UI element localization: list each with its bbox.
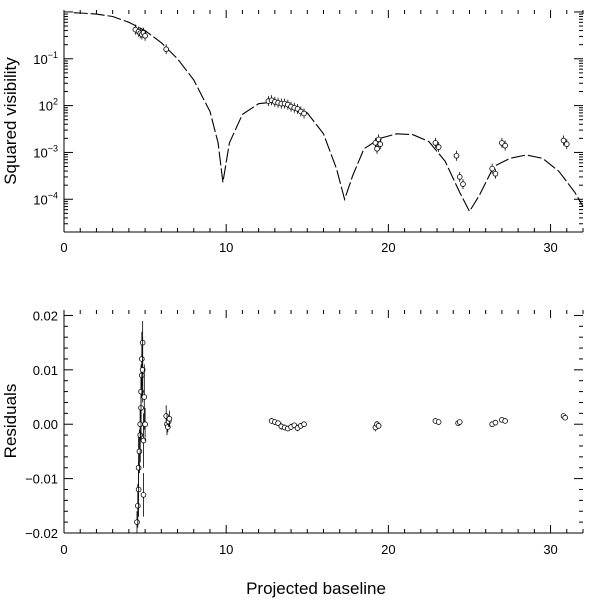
residual-point bbox=[139, 367, 146, 373]
residuals-ticks bbox=[63, 310, 584, 534]
y-tick-label: −0.02 bbox=[25, 526, 58, 541]
residual-point bbox=[502, 418, 508, 424]
data-point bbox=[492, 170, 499, 177]
y-tick-label: 0.01 bbox=[33, 363, 58, 378]
residual-point bbox=[301, 421, 307, 428]
residual-point bbox=[375, 423, 382, 429]
data-point bbox=[432, 140, 439, 146]
data-point bbox=[560, 137, 567, 144]
residuals-data-points bbox=[134, 320, 568, 533]
x-tick-label: 20 bbox=[381, 240, 395, 255]
y-tick-label: 0.02 bbox=[33, 308, 58, 323]
y-tick-label: 10−3 bbox=[33, 143, 58, 160]
y-tick-label: 10−4 bbox=[33, 190, 58, 207]
visibility-tick-labels: 0 10 20 30 10−1 102 10−3 10−4 bbox=[33, 50, 558, 255]
residual-point bbox=[140, 492, 147, 498]
residuals-y-axis-label: Residuals bbox=[1, 384, 20, 459]
x-tick-label: 20 bbox=[381, 542, 395, 557]
data-point bbox=[301, 110, 307, 117]
model-curve-line bbox=[73, 12, 584, 213]
visibility-model-curve bbox=[73, 12, 584, 213]
residual-point bbox=[136, 448, 143, 455]
x-tick-label: 10 bbox=[219, 542, 233, 557]
residual-point bbox=[135, 464, 142, 471]
residual-point bbox=[139, 356, 145, 362]
residual-point bbox=[456, 419, 463, 425]
residual-point bbox=[134, 503, 141, 509]
residual-point bbox=[275, 420, 281, 426]
data-point bbox=[453, 152, 460, 159]
residuals-tick-labels: 0 10 20 30 0.02 0.01 0.00 −0.01 −0.02 bbox=[25, 308, 558, 557]
y-tick-label: 10−1 bbox=[33, 50, 58, 67]
x-tick-label: 0 bbox=[60, 542, 67, 557]
data-point bbox=[377, 141, 384, 147]
x-axis-label: Projected baseline bbox=[246, 579, 386, 598]
y-tick-label: 102 bbox=[39, 97, 58, 114]
data-point bbox=[456, 174, 463, 180]
residuals-panel: 0 10 20 30 0.02 0.01 0.00 −0.01 −0.02 Residuals bbox=[1, 308, 584, 557]
x-tick-label: 10 bbox=[219, 240, 233, 255]
residual-point bbox=[137, 421, 144, 428]
x-tick-label: 30 bbox=[543, 542, 557, 557]
residual-point bbox=[435, 419, 442, 425]
data-point bbox=[489, 165, 495, 172]
visibility-y-axis-label: Squared visibility bbox=[1, 57, 20, 185]
residual-point bbox=[562, 414, 568, 421]
y-tick-label: 0.00 bbox=[33, 417, 58, 432]
visibility-data-points bbox=[132, 24, 570, 190]
data-point bbox=[435, 144, 442, 150]
data-point bbox=[502, 142, 508, 149]
visibility-panel: 0 10 20 30 10−1 102 10−3 10−4 Squared visibilit… bbox=[1, 10, 584, 255]
data-point bbox=[163, 46, 169, 53]
x-tick-label: 0 bbox=[60, 240, 67, 255]
residual-point bbox=[140, 437, 147, 444]
residual-point bbox=[166, 415, 173, 422]
data-point bbox=[142, 32, 148, 39]
data-point bbox=[375, 136, 382, 143]
residual-point bbox=[492, 419, 499, 426]
visibility-ticks bbox=[63, 10, 584, 233]
data-point bbox=[460, 181, 466, 187]
residual-point bbox=[134, 519, 140, 525]
x-tick-label: 30 bbox=[543, 240, 557, 255]
y-tick-label: −0.01 bbox=[25, 472, 58, 487]
residual-point bbox=[142, 421, 148, 428]
data-point bbox=[374, 145, 380, 152]
data-point bbox=[563, 141, 570, 147]
residual-point bbox=[141, 394, 148, 400]
